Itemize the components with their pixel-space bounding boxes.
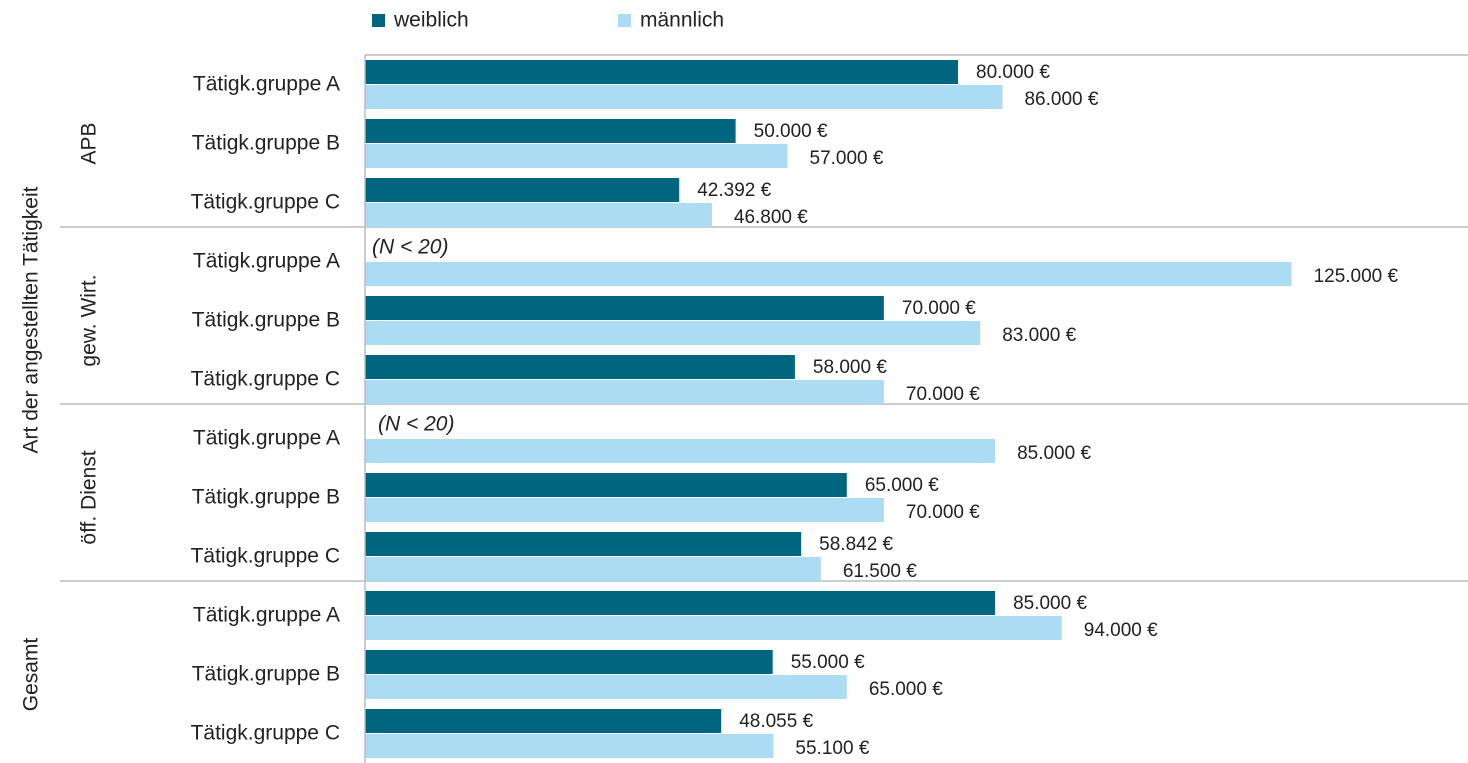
bar <box>365 532 802 556</box>
bar <box>365 203 712 227</box>
category-label: Tätigk.gruppe B <box>192 486 340 509</box>
value-label: 55.100 € <box>795 738 869 759</box>
value-label: 80.000 € <box>976 62 1050 83</box>
bar <box>365 119 736 143</box>
bar <box>365 355 795 379</box>
value-label: 86.000 € <box>1024 89 1098 110</box>
value-label: 48.055 € <box>739 711 813 732</box>
category-label: Tätigk.gruppe A <box>193 73 340 96</box>
value-label: 125.000 € <box>1314 266 1399 287</box>
value-label: 70.000 € <box>906 502 980 523</box>
bar <box>365 144 788 168</box>
value-label: 94.000 € <box>1084 620 1158 641</box>
bar <box>365 675 847 699</box>
bar <box>365 591 996 615</box>
bar <box>365 709 722 733</box>
category-label: Tätigk.gruppe B <box>192 309 340 332</box>
bar <box>365 178 680 202</box>
value-label: 65.000 € <box>865 475 939 496</box>
legend-label: männlich <box>640 9 724 32</box>
bar <box>365 321 981 345</box>
value-label: 57.000 € <box>810 148 884 169</box>
group-label: APB <box>78 122 101 164</box>
value-label: 46.800 € <box>734 207 808 228</box>
value-label: 85.000 € <box>1013 593 1087 614</box>
legend-swatch <box>372 14 385 27</box>
value-label: 70.000 € <box>902 298 976 319</box>
bar <box>365 85 1003 109</box>
bar <box>365 262 1292 286</box>
value-label: 58.000 € <box>813 357 887 378</box>
bar <box>365 650 773 674</box>
value-label: 83.000 € <box>1002 325 1076 346</box>
bar <box>365 439 996 463</box>
category-label: Tätigk.gruppe C <box>191 545 340 568</box>
legend-swatch <box>618 14 631 27</box>
value-label: 42.392 € <box>697 180 771 201</box>
category-label: Tätigk.gruppe C <box>191 368 340 391</box>
value-label: 70.000 € <box>906 384 980 405</box>
value-label: 85.000 € <box>1017 443 1091 464</box>
bar <box>365 734 774 758</box>
legend-label: weiblich <box>393 9 469 32</box>
bar <box>365 380 884 404</box>
bar <box>365 616 1062 640</box>
value-label: 65.000 € <box>869 679 943 700</box>
category-label: Tätigk.gruppe C <box>191 722 340 745</box>
y-axis-label: Art der angestellten Tätigkeit <box>20 186 43 453</box>
value-label: 55.000 € <box>791 652 865 673</box>
value-label: 58.842 € <box>819 534 893 555</box>
category-label: Tätigk.gruppe A <box>193 250 340 273</box>
bar <box>365 296 884 320</box>
annotation: (N < 20) <box>378 413 454 436</box>
value-label: 50.000 € <box>754 121 828 142</box>
category-label: Tätigk.gruppe A <box>193 604 340 627</box>
bar <box>365 498 884 522</box>
category-label: Tätigk.gruppe C <box>191 191 340 214</box>
annotation: (N < 20) <box>372 236 448 259</box>
bar <box>365 473 847 497</box>
bar <box>365 60 958 84</box>
category-label: Tätigk.gruppe B <box>192 132 340 155</box>
category-label: Tätigk.gruppe A <box>193 427 340 450</box>
value-label: 61.500 € <box>843 561 917 582</box>
group-label: öff. Dienst <box>78 450 101 544</box>
bar <box>365 557 821 581</box>
group-label: gew. Wirt. <box>78 274 101 366</box>
category-label: Tätigk.gruppe B <box>192 663 340 686</box>
group-label: Gesamt <box>20 638 43 712</box>
